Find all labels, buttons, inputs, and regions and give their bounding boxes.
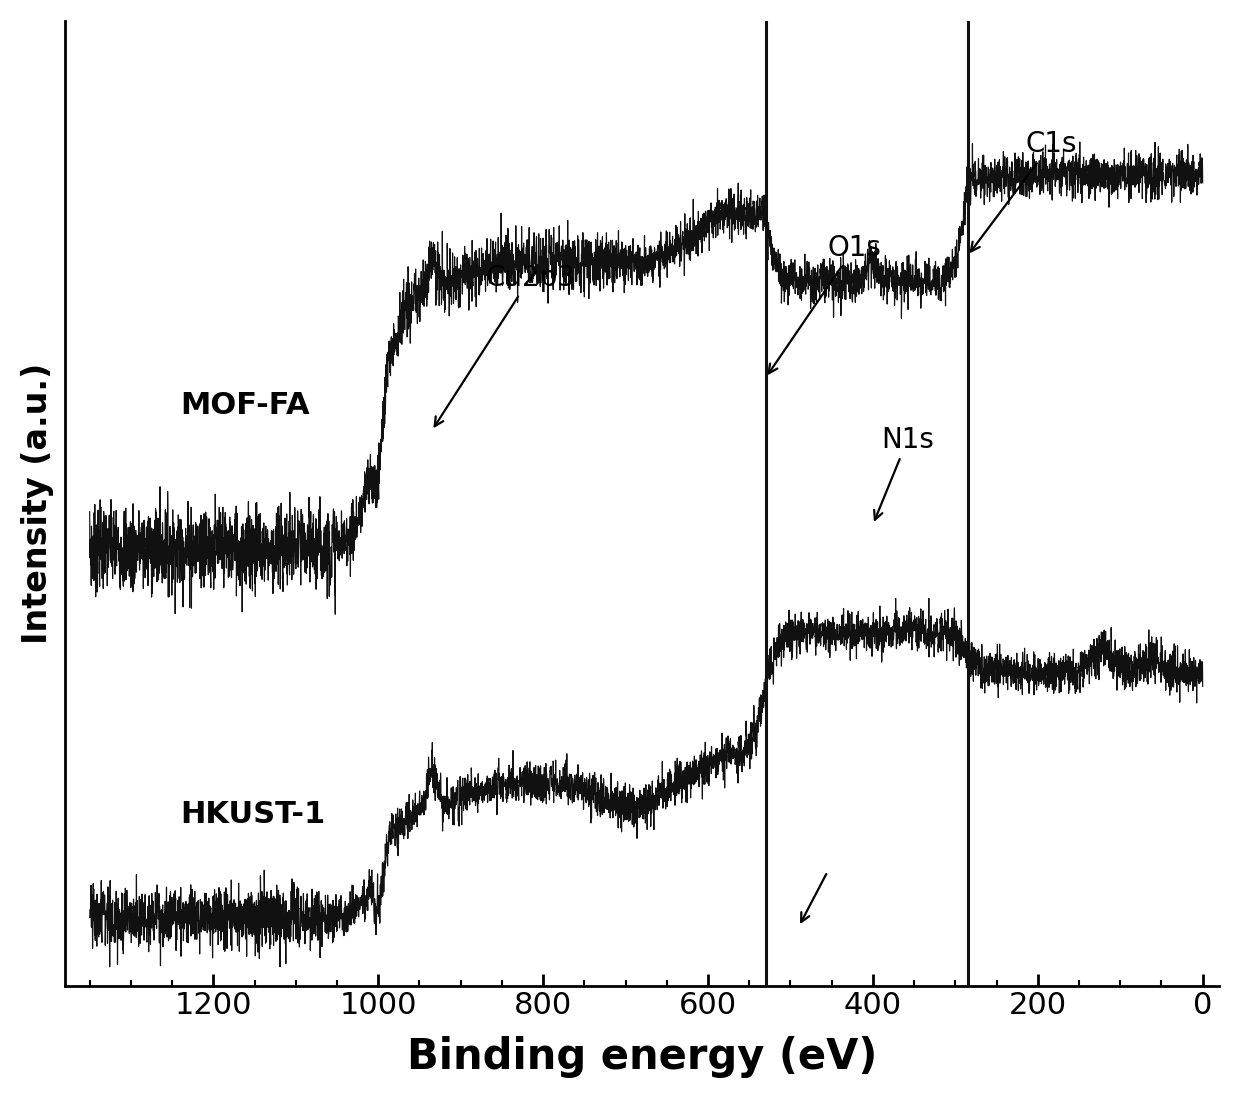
Text: O1s: O1s: [769, 234, 882, 374]
X-axis label: Binding energy (eV): Binding energy (eV): [407, 1036, 877, 1078]
Text: MOF-FA: MOF-FA: [180, 390, 310, 420]
Text: HKUST-1: HKUST-1: [180, 800, 326, 830]
Text: Cu2p3: Cu2p3: [435, 264, 575, 426]
Text: C1s: C1s: [971, 131, 1076, 252]
Text: N1s: N1s: [874, 425, 934, 520]
Y-axis label: Intensity (a.u.): Intensity (a.u.): [21, 363, 53, 644]
